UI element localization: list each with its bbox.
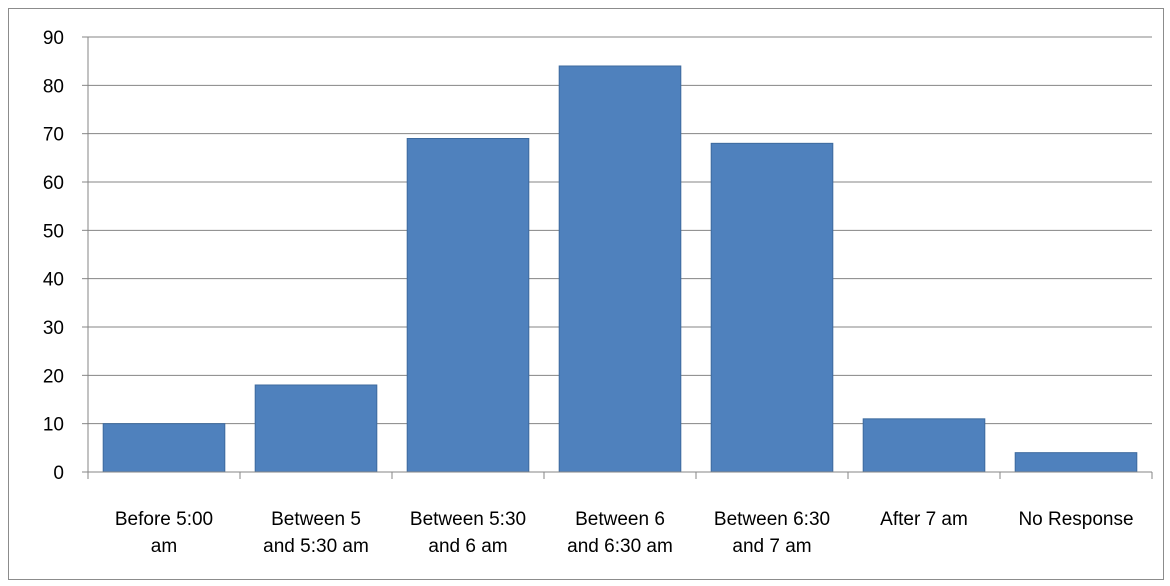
x-tick-label: Between 5:30 and 6 am xyxy=(410,509,526,557)
bar xyxy=(1014,452,1138,473)
x-tick-label-line: After 7 am xyxy=(880,509,968,530)
bars xyxy=(102,65,1138,473)
x-tick-label-line: Between 6 xyxy=(575,509,665,530)
x-tick-label-line: and 7 am xyxy=(732,536,811,557)
axes xyxy=(82,36,1153,479)
x-tick-label: Between 5 and 5:30 am xyxy=(263,509,369,557)
y-tick-label: 70 xyxy=(43,125,64,146)
x-tick-label-line: am xyxy=(151,536,177,557)
x-tick-label: Between 6:30 and 7 am xyxy=(714,509,830,557)
x-tick-label-line: Between 5:30 xyxy=(410,509,526,530)
bar xyxy=(710,142,834,473)
x-tick-label: Between 6 and 6:30 am xyxy=(567,509,673,557)
y-tick-label: 40 xyxy=(43,270,64,291)
x-tick-label: No Response xyxy=(1018,509,1133,530)
y-tick-label: 90 xyxy=(43,28,64,49)
bar xyxy=(406,138,530,473)
y-tick-label: 10 xyxy=(43,415,64,436)
x-tick-label: Before 5:00 am xyxy=(115,509,213,557)
y-tick-label: 60 xyxy=(43,173,64,194)
x-tick-label-line: and 6 am xyxy=(428,536,507,557)
x-tick-label-line: and 6:30 am xyxy=(567,536,673,557)
x-tick-label-line: Between 6:30 xyxy=(714,509,830,530)
y-tick-label: 80 xyxy=(43,76,64,97)
y-tick-label: 20 xyxy=(43,366,64,387)
x-tick-label-line: and 5:30 am xyxy=(263,536,369,557)
x-tick-label-line: Between 5 xyxy=(271,509,361,530)
tick-labels: 0 10 20 30 40 50 60 70 80 90 Before 5:00 am Between … xyxy=(43,28,1134,557)
bar xyxy=(558,65,682,473)
bar xyxy=(862,418,986,473)
y-tick-label: 50 xyxy=(43,221,64,242)
y-tick-label: 0 xyxy=(53,463,64,484)
bar xyxy=(254,384,378,473)
x-tick-label: After 7 am xyxy=(880,509,968,530)
bar xyxy=(102,423,226,473)
x-tick-label-line: Before 5:00 xyxy=(115,509,213,530)
x-tick-label-line: No Response xyxy=(1018,509,1133,530)
y-tick-label: 30 xyxy=(43,318,64,339)
